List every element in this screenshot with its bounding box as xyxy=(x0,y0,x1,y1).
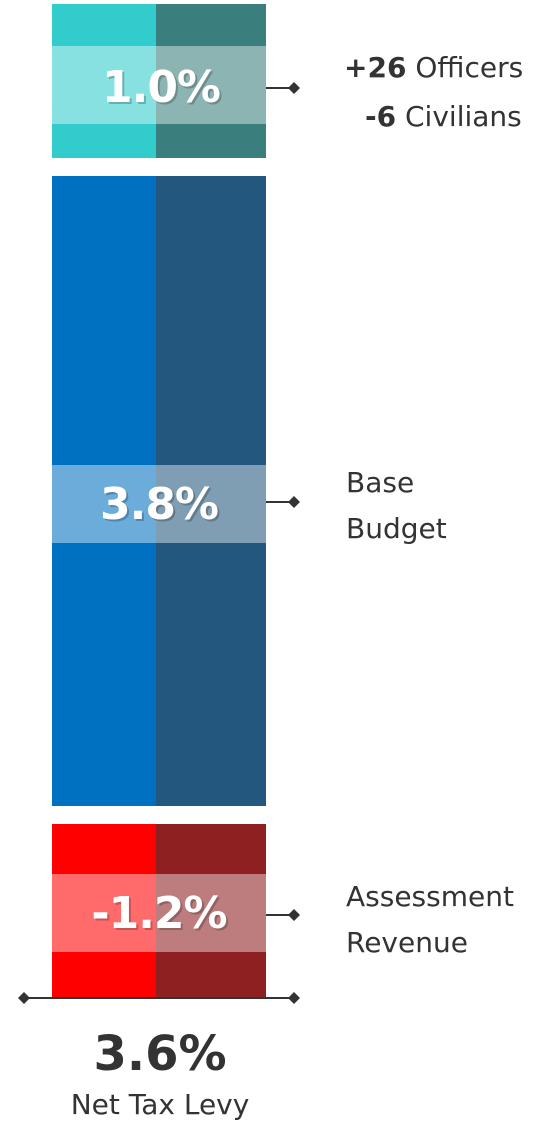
segment-assess-left xyxy=(52,824,156,998)
leader-officers xyxy=(266,82,300,94)
label-officers-text: Officers xyxy=(406,51,523,84)
leader-assess xyxy=(266,909,300,921)
segment-assess-value: -1.2% xyxy=(91,888,226,939)
total-label: Net Tax Levy xyxy=(71,1088,250,1121)
segment-officers-left xyxy=(52,4,156,158)
total-value: 3.6% xyxy=(93,1026,226,1082)
label-base-line2: Budget xyxy=(346,512,447,545)
label-assess-line1: Assessment xyxy=(346,880,514,913)
segment-assess-right xyxy=(156,824,266,998)
segment-officers-right xyxy=(156,4,266,158)
label-base-line1: Base xyxy=(346,466,414,499)
label-civilians-text: Civilians xyxy=(396,100,522,133)
segment-base-budget: 3.8% 3.8% xyxy=(52,176,266,806)
segment-assess-value-shadow: -1.2% xyxy=(93,890,228,941)
label-civilians-num: -6 xyxy=(365,100,396,133)
label-assess-line2: Revenue xyxy=(346,926,468,959)
segment-officers: 1.0% 1.0% xyxy=(52,4,266,158)
segment-base-band xyxy=(52,465,266,543)
segment-base-value: 3.8% xyxy=(100,479,218,530)
segment-assess-band xyxy=(52,874,266,952)
label-civilians: -6 Civilians xyxy=(365,100,522,133)
segment-officers-band xyxy=(52,46,266,124)
segment-base-right xyxy=(156,176,266,806)
segment-base-value-shadow: 3.8% xyxy=(102,481,220,532)
baseline xyxy=(18,992,300,1004)
segment-base-left xyxy=(52,176,156,806)
label-officers: +26 Officers xyxy=(344,51,523,84)
label-officers-num: +26 xyxy=(344,51,406,84)
segment-officers-value: 1.0% xyxy=(102,62,220,113)
segment-officers-value-shadow: 1.0% xyxy=(104,64,222,115)
leader-base xyxy=(266,496,300,508)
segment-assessment-revenue: -1.2% -1.2% xyxy=(52,824,266,998)
